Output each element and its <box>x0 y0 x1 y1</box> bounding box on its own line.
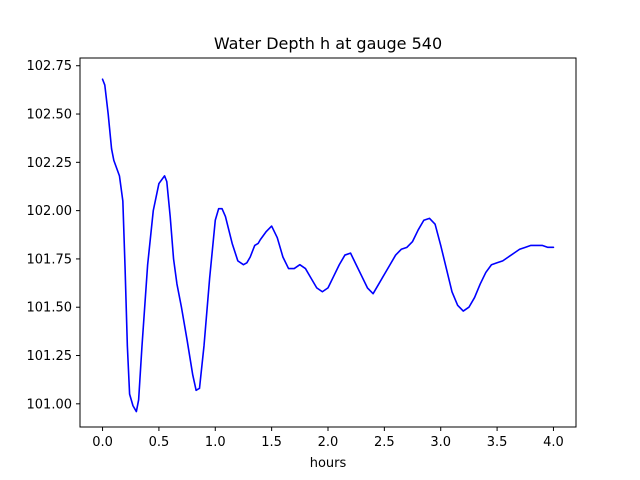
y-tick-label: 101.25 <box>27 349 73 364</box>
y-axis: 101.00 101.25 101.50 101.75 102.00 102.25 102.… <box>27 59 80 412</box>
x-tick-label: 2.0 <box>318 435 339 450</box>
x-tick-label: 1.0 <box>205 435 226 450</box>
y-tick-label: 102.00 <box>27 204 73 219</box>
x-tick-label: 0.0 <box>92 435 113 450</box>
x-tick-label: 2.5 <box>374 435 395 450</box>
y-tick-label: 102.50 <box>27 108 73 123</box>
chart-title: Water Depth h at gauge 540 <box>214 34 442 53</box>
y-tick-label: 102.25 <box>27 156 73 171</box>
x-tick-label: 3.5 <box>487 435 508 450</box>
x-axis-label: hours <box>310 456 347 471</box>
x-tick-label: 1.5 <box>261 435 282 450</box>
x-tick-label: 0.5 <box>149 435 170 450</box>
y-tick-label: 101.75 <box>27 252 73 267</box>
x-axis: 0.0 0.5 1.0 1.5 2.0 2.5 3.0 3.5 4.0 <box>92 427 564 450</box>
y-tick-label: 101.50 <box>27 301 73 316</box>
x-tick-label: 3.0 <box>430 435 451 450</box>
y-tick-label: 101.00 <box>27 397 73 412</box>
x-tick-label: 4.0 <box>543 435 564 450</box>
y-tick-label: 102.75 <box>27 59 73 74</box>
series-line-0 <box>101 78 555 413</box>
